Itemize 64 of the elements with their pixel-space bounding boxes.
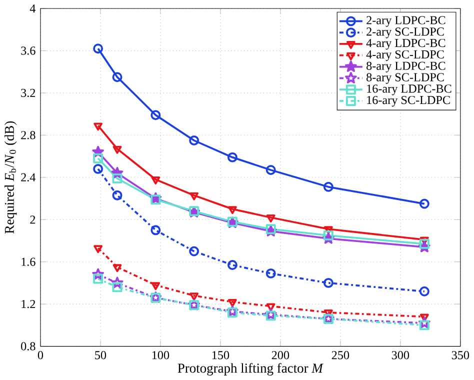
x-tick-label: 300 — [392, 351, 410, 360]
y-tick-label: 2 — [30, 216, 36, 224]
legend-label: 16-ary SC-LDPC — [367, 96, 450, 107]
legend-label: 4-ary LDPC-BC — [366, 38, 446, 50]
point — [189, 135, 200, 146]
point — [112, 190, 122, 200]
point — [228, 299, 237, 307]
point — [112, 72, 122, 82]
point — [190, 192, 198, 200]
point — [324, 226, 333, 234]
x-tick-label: 200 — [272, 351, 290, 360]
point — [266, 165, 276, 175]
point — [93, 164, 104, 174]
x-tick-label: 100 — [152, 351, 170, 360]
point — [419, 238, 430, 249]
x-tick-label: 0 — [38, 351, 44, 360]
x-tick-label: 150 — [212, 351, 230, 360]
y-tick-label: 3.6 — [21, 46, 36, 55]
point — [112, 282, 122, 292]
legend-label: 8-ary SC-LDPC — [366, 73, 444, 84]
point — [266, 310, 276, 321]
y-tick-label: 1.2 — [22, 300, 36, 308]
point — [227, 152, 238, 162]
x-axis-title: Protograph lifting factor M — [178, 363, 324, 376]
point — [227, 260, 238, 270]
point — [419, 198, 430, 209]
y-tick-label: 2.8 — [21, 131, 36, 140]
point — [112, 173, 122, 184]
legend-label: 4-ary SC-LDPC — [366, 50, 444, 61]
x-tick-label: 250 — [332, 351, 350, 360]
point — [228, 206, 237, 214]
point — [419, 320, 430, 330]
point — [93, 44, 104, 54]
point — [150, 110, 161, 120]
point — [94, 122, 103, 131]
point — [266, 214, 276, 222]
point — [150, 225, 161, 236]
point — [323, 278, 334, 288]
y-tick-label: 3.2 — [21, 88, 36, 98]
point — [151, 282, 160, 290]
y-tick-label: 2.4 — [21, 173, 36, 182]
y-tick-label: 1.6 — [22, 258, 36, 266]
legend-label: 16-ary LDPC-BC — [367, 84, 452, 96]
point — [266, 268, 276, 278]
legend-label: 2-ary SC-LDPC — [366, 28, 444, 38]
y-tick-label: 4 — [30, 4, 36, 12]
point — [150, 194, 161, 205]
point — [190, 292, 198, 301]
point — [419, 286, 430, 296]
point — [323, 230, 334, 240]
point — [151, 176, 160, 184]
y-tick-label: 0.8 — [21, 342, 36, 350]
legend-label: 8-ary LDPC-BC — [366, 62, 446, 72]
x-tick-label: 50 — [95, 351, 106, 360]
point — [93, 274, 104, 284]
point — [93, 153, 104, 164]
point — [323, 182, 334, 192]
point — [189, 246, 200, 256]
point — [112, 146, 122, 154]
x-tick-label: 350 — [452, 351, 470, 360]
point — [94, 245, 103, 254]
point — [112, 264, 122, 272]
point — [227, 308, 238, 318]
legend-label: 2-ary LDPC-BC — [366, 16, 446, 27]
